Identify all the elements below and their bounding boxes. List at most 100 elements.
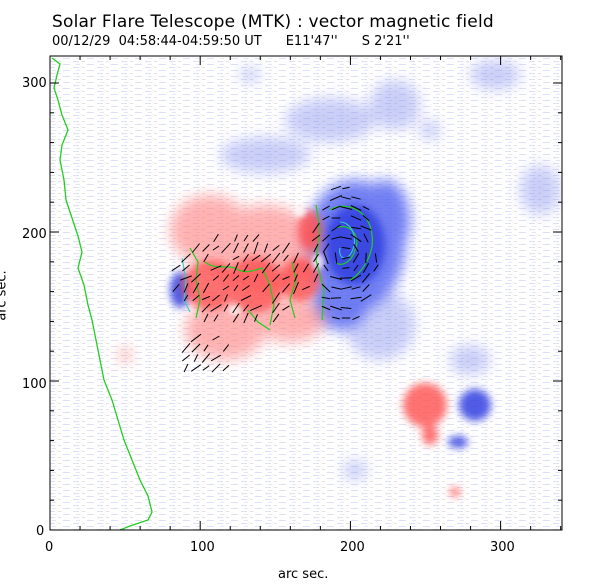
field-vector bbox=[203, 344, 209, 352]
field-vector bbox=[321, 305, 331, 311]
field-vector bbox=[261, 262, 271, 274]
field-vector bbox=[362, 262, 370, 274]
field-vector bbox=[253, 241, 259, 255]
field-vector bbox=[192, 243, 200, 253]
field-vector bbox=[352, 315, 360, 321]
y-tick-label-100: 100 bbox=[22, 377, 47, 392]
field-vector bbox=[341, 246, 351, 250]
image-area bbox=[50, 56, 562, 530]
field-vector bbox=[330, 305, 342, 311]
field-vector bbox=[342, 186, 350, 190]
field-vector bbox=[373, 264, 379, 272]
field-vector bbox=[213, 314, 219, 322]
field-vector bbox=[183, 283, 189, 293]
field-vector bbox=[362, 205, 370, 211]
field-vector bbox=[282, 283, 290, 293]
field-vector bbox=[192, 282, 200, 294]
field-vector bbox=[282, 242, 290, 254]
field-vector bbox=[213, 233, 219, 243]
field-vector bbox=[350, 205, 362, 211]
field-vector bbox=[224, 294, 228, 302]
field-vector bbox=[232, 313, 240, 323]
field-vector bbox=[360, 294, 372, 302]
field-vector bbox=[271, 252, 281, 264]
field-vector bbox=[180, 275, 192, 281]
field-vector bbox=[211, 363, 221, 373]
field-vector bbox=[342, 256, 350, 260]
field-vector bbox=[183, 294, 189, 302]
field-vector bbox=[272, 313, 280, 323]
x-tick-label-0: 0 bbox=[45, 540, 53, 555]
field-vector bbox=[313, 253, 319, 263]
field-vector bbox=[339, 206, 353, 210]
field-vector bbox=[243, 234, 249, 242]
field-vector bbox=[252, 234, 260, 242]
field-vector bbox=[340, 286, 352, 290]
field-vector bbox=[321, 296, 331, 300]
field-vector bbox=[242, 285, 250, 291]
field-vector bbox=[340, 307, 352, 309]
negative-polarity-faint bbox=[220, 60, 560, 480]
field-vector bbox=[181, 253, 191, 263]
field-vector bbox=[183, 363, 189, 373]
field-vector bbox=[242, 275, 250, 281]
field-vector bbox=[232, 302, 240, 314]
field-vector bbox=[240, 295, 252, 301]
field-vector bbox=[202, 365, 210, 371]
field-vector bbox=[249, 304, 263, 312]
y-tick-label-0: 0 bbox=[36, 524, 44, 539]
field-vector bbox=[190, 333, 202, 343]
field-vector bbox=[323, 251, 329, 265]
observation-position-ew: E11'47'' bbox=[285, 34, 338, 49]
field-vector bbox=[312, 263, 320, 273]
transverse-field-vectors bbox=[171, 185, 379, 373]
field-vector bbox=[302, 263, 310, 273]
field-vector bbox=[331, 224, 341, 232]
field-vector bbox=[262, 283, 270, 293]
field-vector bbox=[294, 274, 298, 282]
field-vector bbox=[322, 234, 330, 242]
field-vector bbox=[351, 226, 361, 230]
field-vector bbox=[360, 225, 372, 231]
field-vector bbox=[201, 303, 211, 313]
observation-info: 00/12/29 04:58:44-04:59:50 UT E11'47'' S 2… bbox=[52, 35, 434, 49]
field-vector bbox=[340, 236, 352, 240]
x-axis-label: arc sec. bbox=[278, 567, 329, 582]
field-vector bbox=[282, 305, 290, 311]
field-vector bbox=[313, 273, 319, 283]
field-vector bbox=[322, 243, 330, 253]
field-vector bbox=[330, 276, 342, 280]
field-vector bbox=[201, 295, 211, 301]
field-vector bbox=[350, 233, 362, 243]
field-vector bbox=[212, 335, 220, 341]
field-vector bbox=[221, 263, 231, 273]
field-vector bbox=[263, 243, 269, 253]
field-vector bbox=[243, 264, 249, 272]
field-vector bbox=[221, 242, 231, 254]
field-vector bbox=[322, 205, 330, 211]
field-vector bbox=[201, 353, 211, 363]
y-axis-label: arc sec. bbox=[0, 270, 10, 321]
field-vector bbox=[334, 252, 338, 264]
field-vector bbox=[350, 296, 362, 300]
field-vector bbox=[203, 313, 209, 323]
field-vector bbox=[332, 316, 340, 320]
field-vector bbox=[330, 195, 342, 201]
observation-position-ns: S 2'21'' bbox=[361, 34, 410, 49]
field-vector bbox=[212, 294, 220, 302]
field-vector bbox=[243, 304, 249, 312]
field-vector bbox=[362, 214, 370, 222]
field-vector bbox=[311, 234, 321, 242]
field-vector bbox=[233, 284, 239, 292]
field-vector bbox=[353, 243, 359, 253]
field-vector bbox=[323, 264, 329, 272]
field-vector bbox=[181, 354, 191, 362]
field-vector bbox=[191, 343, 201, 353]
field-vector bbox=[181, 342, 191, 354]
field-vector bbox=[351, 286, 361, 290]
field-vector bbox=[330, 185, 342, 191]
field-vector bbox=[272, 302, 280, 314]
field-vector bbox=[233, 262, 239, 274]
field-vector bbox=[352, 253, 360, 263]
field-vector bbox=[341, 196, 351, 200]
